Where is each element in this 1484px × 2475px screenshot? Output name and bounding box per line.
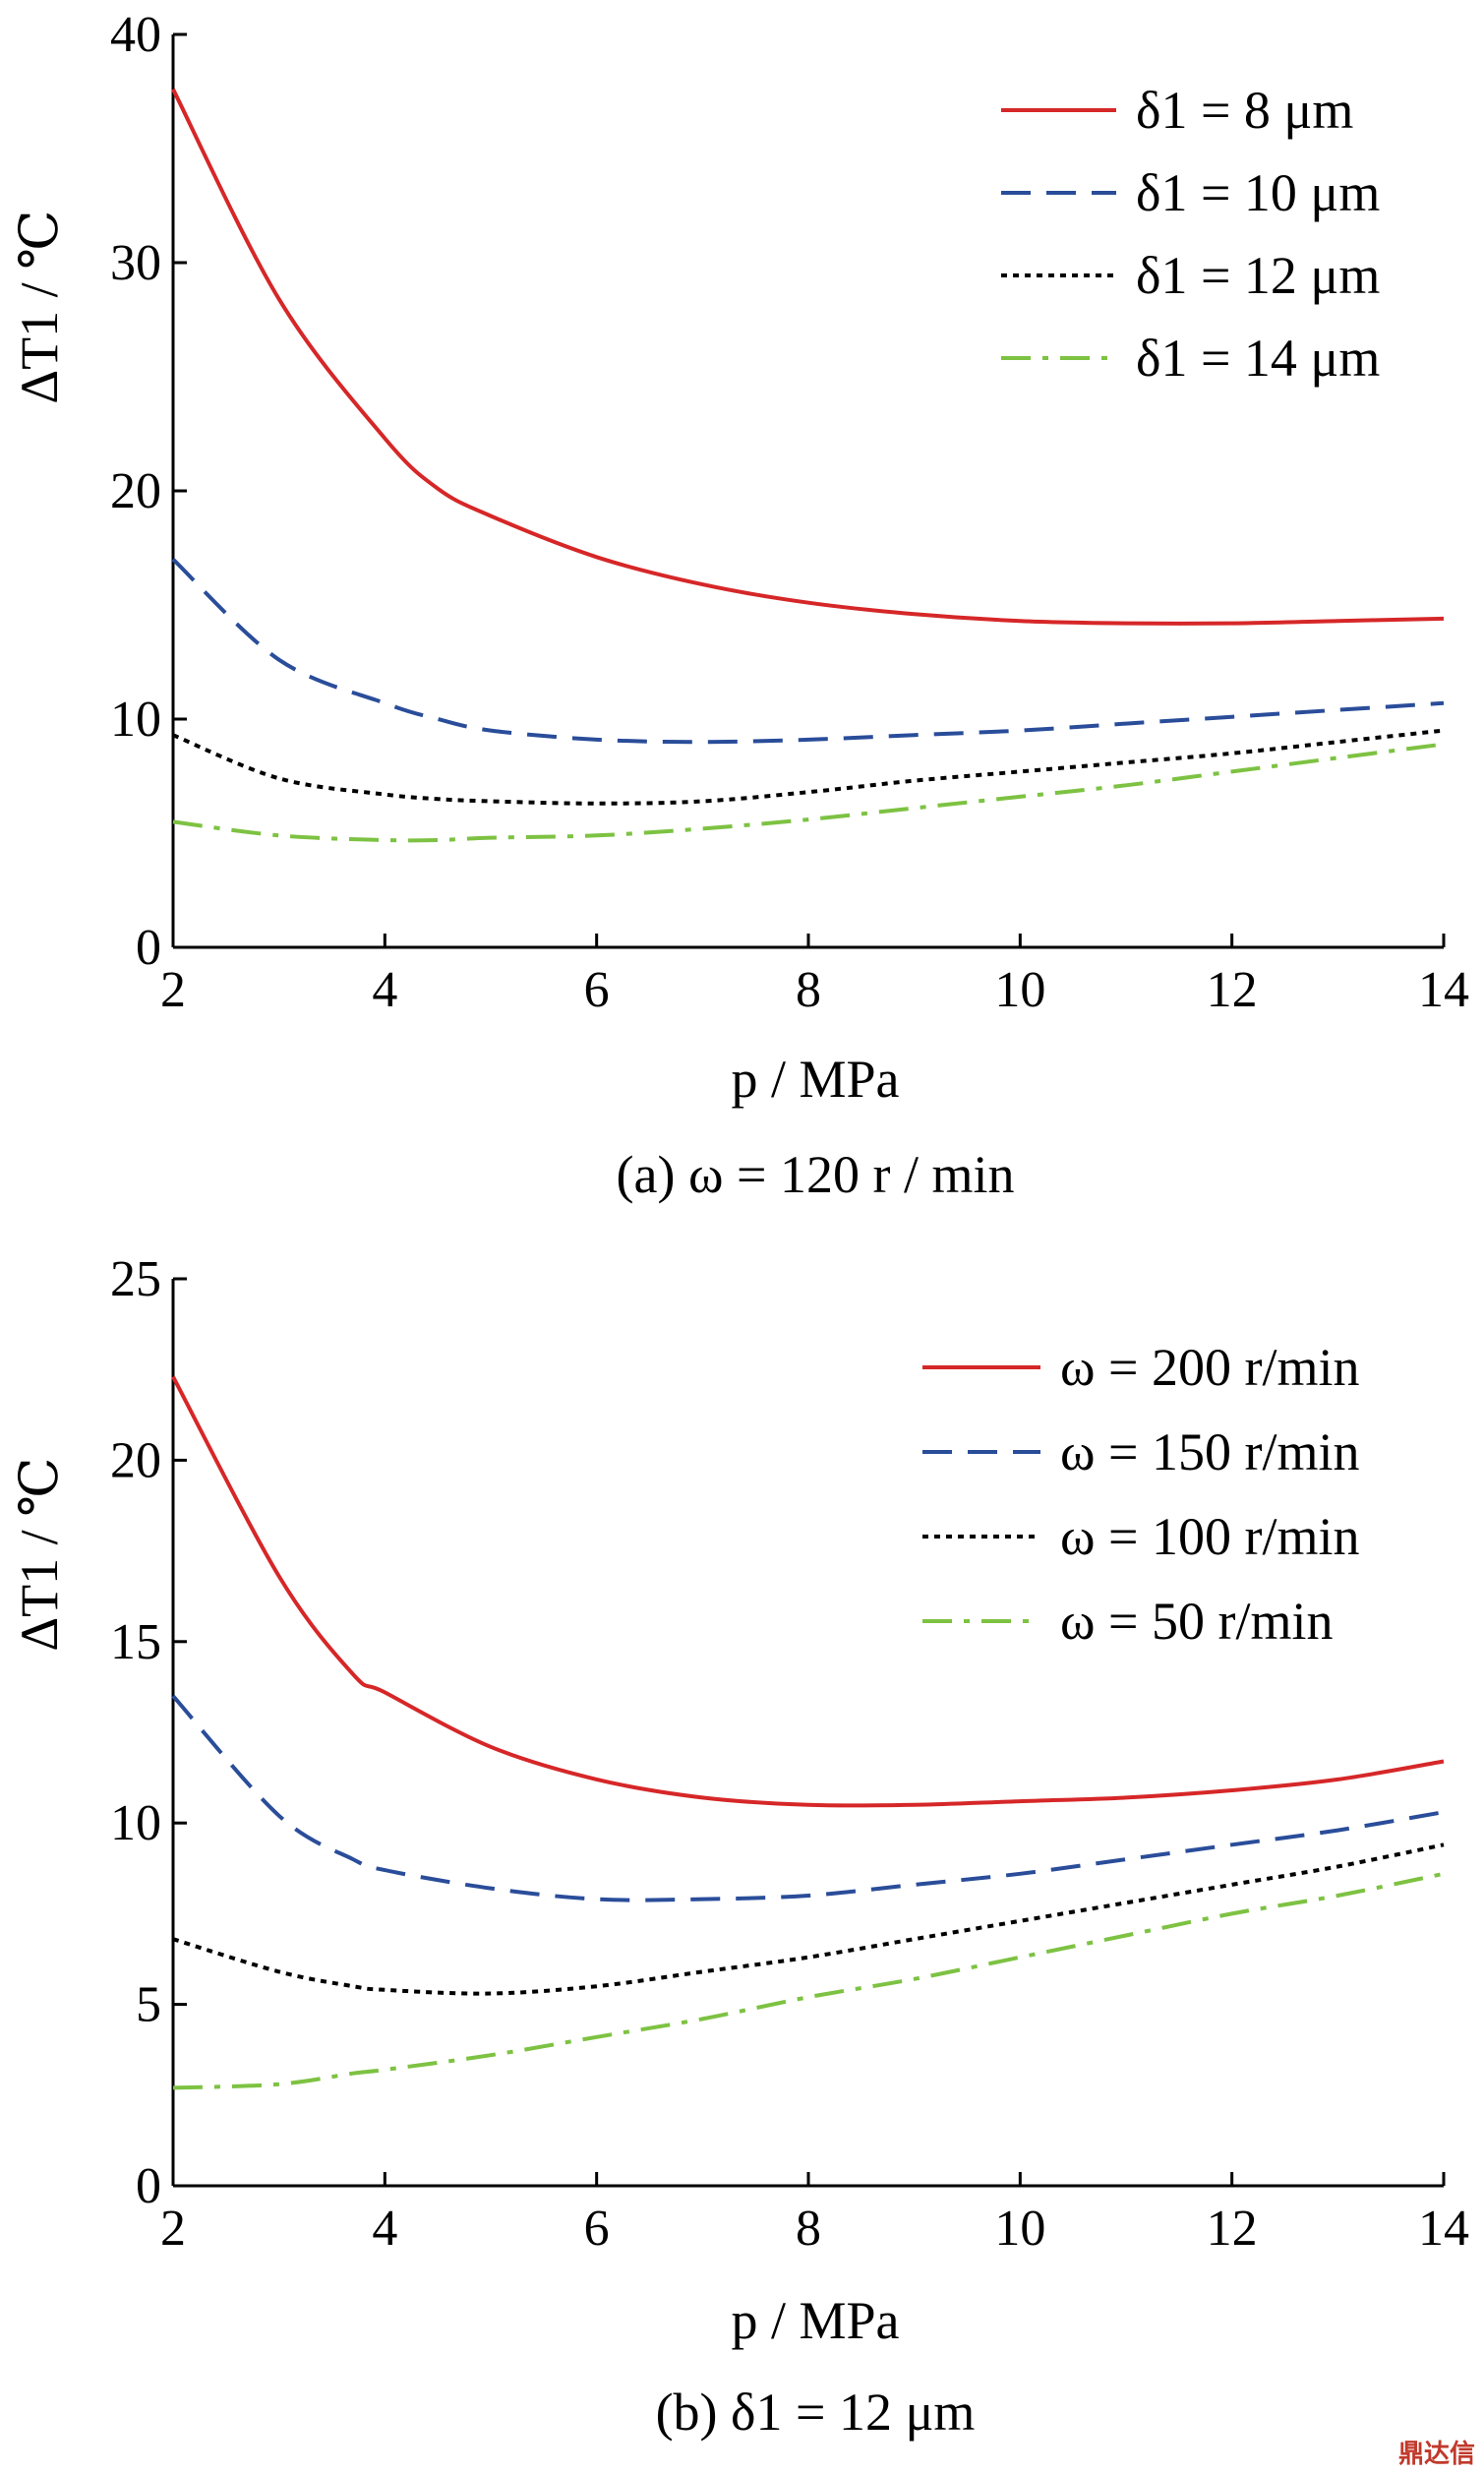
x-tick-label: 8 — [796, 962, 821, 1018]
legend-label-4: ω = 50 r/min — [1060, 1592, 1334, 1651]
series-line-1 — [171, 88, 1445, 626]
x-tick-label: 14 — [1418, 2201, 1469, 2257]
y-axis-label-b: ΔT1 / ℃ — [10, 1457, 69, 1651]
legend-label-1: ω = 200 r/min — [1060, 1338, 1360, 1397]
y-tick-label: 30 — [110, 235, 161, 291]
watermark: 鼎达信 — [1398, 2440, 1475, 2469]
x-tick-label: 8 — [796, 2201, 821, 2257]
x-tick-label: 4 — [372, 962, 397, 1018]
legend-label-2: δ1 = 10 μm — [1136, 163, 1380, 222]
y-tick-label: 10 — [110, 692, 161, 748]
legend-label-3: δ1 = 12 μm — [1136, 246, 1380, 305]
x-tick-label: 2 — [160, 2201, 186, 2257]
series-line-2 — [171, 558, 1445, 745]
legend-label-2: ω = 150 r/min — [1060, 1422, 1360, 1481]
y-tick-label: 0 — [136, 2158, 161, 2214]
y-tick-label: 20 — [110, 1432, 161, 1488]
y-tick-label: 40 — [110, 7, 161, 63]
x-tick-label: 10 — [994, 2201, 1045, 2257]
y-axis-label-a: ΔT1 / ℃ — [10, 210, 69, 403]
axis-ticks-b: 2 4 6 8 10 12 14 0 5 10 15 20 25 — [110, 1251, 1469, 2257]
x-tick-label: 4 — [372, 2201, 397, 2257]
y-tick-label: 10 — [110, 1795, 161, 1851]
y-tick-label: 5 — [136, 1977, 161, 2033]
x-tick-label: 6 — [584, 962, 610, 1018]
axis-ticks-a: 2 4 6 8 10 12 14 0 10 20 30 40 — [110, 7, 1469, 1018]
legend-label-3: ω = 100 r/min — [1060, 1507, 1360, 1566]
y-tick-label: 15 — [110, 1614, 161, 1670]
x-tick-label: 12 — [1207, 2201, 1258, 2257]
y-tick-label: 0 — [136, 920, 161, 976]
caption-a: (a) ω = 120 r / min — [617, 1145, 1015, 1204]
x-axis-label-a: p / MPa — [731, 1050, 899, 1109]
caption-b: (b) δ1 = 12 μm — [656, 2383, 976, 2442]
chart-panel-b: 2 4 6 8 10 12 14 0 5 10 15 20 25 ω = 200 r/min ω = 15… — [10, 1251, 1469, 2442]
series-line-1 — [171, 1375, 1445, 1808]
plot-area-b — [171, 1279, 1445, 2188]
series-line-4 — [172, 742, 1445, 843]
x-tick-label: 14 — [1418, 962, 1469, 1018]
series-line-3 — [172, 1842, 1445, 1996]
x-tick-label: 2 — [160, 962, 186, 1018]
x-axis-label-b: p / MPa — [731, 2291, 899, 2350]
x-tick-label: 12 — [1207, 962, 1258, 1018]
legend-label-4: δ1 = 14 μm — [1136, 329, 1380, 388]
x-tick-label: 6 — [584, 2201, 610, 2257]
y-tick-label: 25 — [110, 1251, 161, 1307]
x-tick-label: 10 — [994, 962, 1045, 1018]
y-tick-label: 20 — [110, 463, 161, 519]
legend-a: δ1 = 8 μm δ1 = 10 μm δ1 = 12 μm δ1 = 14 μm — [1001, 81, 1380, 388]
legend-label-1: δ1 = 8 μm — [1136, 81, 1353, 140]
series-line-2 — [171, 1694, 1445, 1902]
series-line-4 — [172, 1871, 1445, 2090]
legend-b: ω = 200 r/min ω = 150 r/min ω = 100 r/min ω… — [922, 1338, 1360, 1651]
